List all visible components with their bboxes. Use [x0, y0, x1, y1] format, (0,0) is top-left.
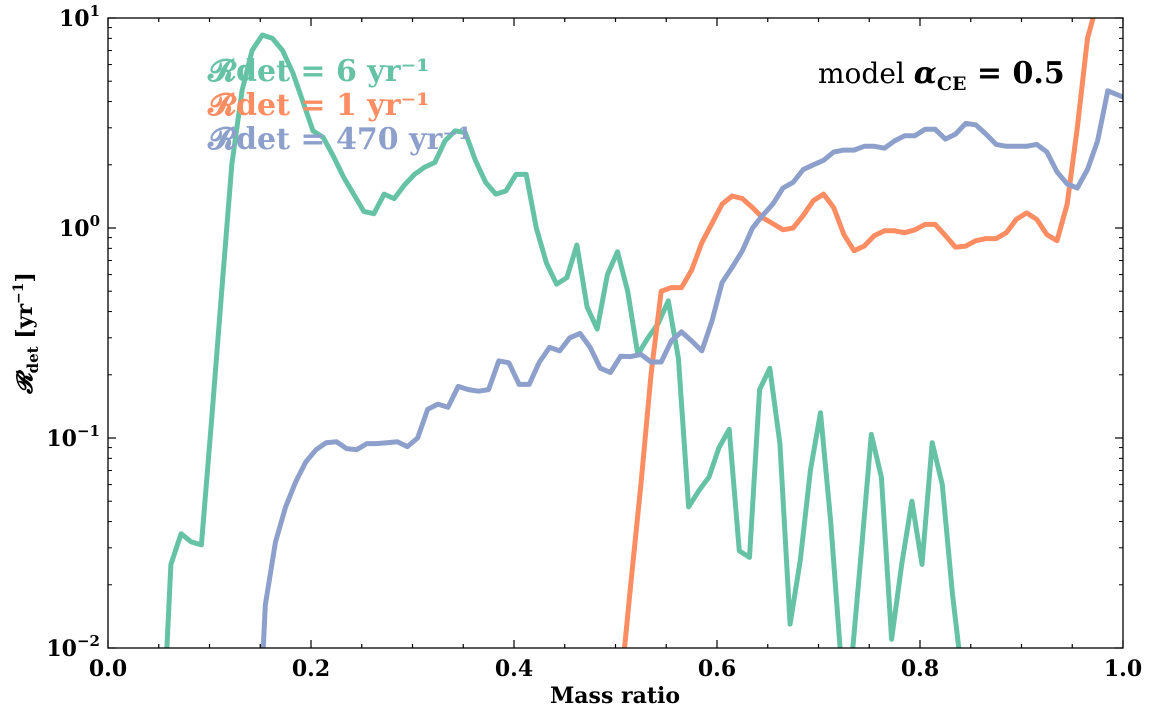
legend-entry-0: 𝓡det = 6 yr⁻¹ — [207, 54, 430, 89]
ticks-layer: 0.0 0.2 0.4 0.6 0.8 1.0 10−2 10−1 100 101 — [46, 2, 1142, 682]
series-layer — [164, 18, 1123, 648]
y-axis-label: 𝓡det [yr−1] — [11, 272, 42, 395]
x-axis-label: Mass ratio — [550, 683, 680, 709]
legend-entry-2: 𝓡det = 470 yr⁻¹ — [207, 122, 471, 157]
x-tick-label: 1.0 — [1104, 656, 1142, 682]
series-line-2 — [260, 88, 1123, 648]
x-tick-label: 0.8 — [901, 656, 939, 682]
x-tick-label: 0.4 — [495, 656, 533, 682]
x-tick-label: 0.0 — [89, 656, 127, 682]
x-tick-label: 0.6 — [698, 656, 736, 682]
annotation-suffix: = 0.5 — [966, 56, 1064, 91]
y-tick-label: 10−2 — [46, 632, 100, 662]
y-tick-label: 101 — [59, 2, 100, 32]
series-line-1 — [622, 18, 1096, 648]
series-line-0 — [164, 32, 962, 648]
x-tick-label: 0.2 — [292, 656, 330, 682]
annotation-subscript: CE — [937, 73, 967, 95]
annotation-prefix: model — [818, 57, 914, 90]
annotation-symbol: α — [914, 56, 937, 91]
svg-text:𝓡det [yr−1]: 𝓡det [yr−1] — [11, 272, 42, 395]
svg-text:model αCE = 0.5: model αCE = 0.5 — [818, 56, 1065, 95]
y-tick-label: 10−1 — [46, 422, 100, 452]
y-tick-label: 100 — [59, 212, 100, 242]
legend-entry-1: 𝓡det = 1 yr⁻¹ — [207, 88, 430, 123]
model-annotation: model αCE = 0.5 — [818, 56, 1065, 95]
